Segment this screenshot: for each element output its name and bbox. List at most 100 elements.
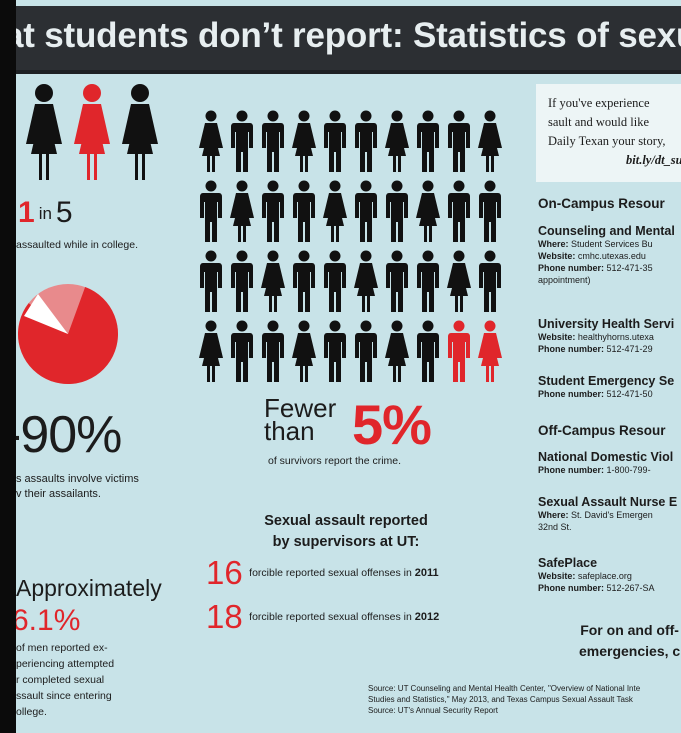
field-key: Website:: [538, 251, 576, 261]
person-icon: [355, 110, 377, 172]
person-icon: [478, 110, 502, 172]
person-icon: [262, 320, 284, 382]
resource-ndv: National Domestic Viol Phone number: 1-8…: [538, 450, 681, 476]
source-line: Source: UT Counseling and Mental Health …: [368, 684, 641, 693]
person-icon: [199, 110, 223, 172]
ratio-caption: assaulted while in college.: [16, 239, 138, 251]
person-icon: [293, 180, 315, 242]
story-link[interactable]: bit.ly/dt_su: [626, 153, 681, 167]
resource-sem: Student Emergency Se Phone number: 512-4…: [538, 374, 681, 400]
person-icon: [417, 320, 439, 382]
percent-90-caption-line: v their assailants.: [16, 488, 101, 500]
resource-line: Phone number: 1-800-799-: [538, 464, 681, 476]
figure-woman-red-icon: [74, 84, 110, 180]
field-value: 512-471-35: [606, 263, 653, 273]
figure-woman-dark-2-icon: [122, 84, 158, 180]
person-icon: [479, 250, 501, 312]
stat-text: forcible reported sexual offenses in 201…: [249, 567, 438, 579]
person-icon: [355, 180, 377, 242]
resource-uhs: University Health Servi Website: healthy…: [538, 317, 681, 355]
fewer-caption: of survivors report the crime.: [268, 455, 402, 467]
resource-title: Sexual Assault Nurse E: [538, 495, 678, 509]
person-icon: [324, 250, 346, 312]
people-grid: [199, 110, 502, 382]
pie-highlight: [24, 294, 68, 334]
person-icon: [448, 110, 470, 172]
five-percent: 5%: [352, 393, 432, 456]
field-key: Phone number:: [538, 389, 605, 399]
stat-number: 16: [206, 554, 243, 591]
field-value: Student Services Bu: [571, 239, 653, 249]
resource-sane: Sexual Assault Nurse E Where: St. David'…: [538, 495, 681, 533]
person-icon: [385, 110, 409, 172]
resource-line: Where: Student Services Bu: [538, 238, 681, 250]
resource-title: University Health Servi: [538, 317, 675, 331]
approximately-label: Approximately: [16, 575, 162, 601]
percent-90-caption-line: s assaults involve victims: [16, 473, 139, 485]
field-value: 512-471-50: [606, 389, 653, 399]
source-line: Studies and Statistics," May 2013, and T…: [368, 695, 633, 704]
resource-title: Counseling and Mental: [538, 224, 675, 238]
person-red-icon: [478, 320, 502, 382]
field-key: Website:: [538, 571, 576, 581]
caption-line: ssault since entering: [16, 690, 112, 702]
field-key: Where:: [538, 510, 569, 520]
field-value[interactable]: cmhc.utexas.edu: [577, 251, 646, 261]
person-icon: [417, 110, 439, 172]
resource-line: appointment): [538, 275, 591, 285]
person-icon: [355, 320, 377, 382]
ratio-numerator: 1: [18, 196, 35, 229]
person-icon: [479, 180, 501, 242]
field-value[interactable]: safeplace.org: [577, 571, 632, 581]
stat-desc: forcible reported sexual offenses in: [249, 567, 412, 579]
resource-line: Website: healthyhorns.utexa: [538, 331, 681, 343]
resource-line: Website: cmhc.utexas.edu: [538, 250, 681, 262]
resource-title: Student Emergency Se: [538, 374, 675, 388]
stat-text: forcible reported sexual offenses in 201…: [249, 611, 439, 623]
resource-counseling: Counseling and Mental Where: Student Ser…: [538, 224, 681, 286]
stat-desc: forcible reported sexual offenses in: [249, 611, 412, 623]
person-icon: [324, 320, 346, 382]
on-campus-heading: On-Campus Resour: [538, 196, 665, 211]
person-icon: [354, 250, 378, 312]
person-red-icon: [448, 320, 470, 382]
emergencies-line: For on and off-: [580, 622, 679, 638]
off-campus-heading: Off-Campus Resour: [538, 423, 666, 438]
resource-line: 32nd St.: [538, 522, 572, 532]
story-line: If you've experience: [548, 96, 650, 110]
person-icon: [448, 180, 470, 242]
field-key: Phone number:: [538, 465, 605, 475]
person-icon: [292, 320, 316, 382]
field-key: Website:: [538, 332, 576, 342]
pie-slice-main: [18, 287, 118, 384]
infographic-title: at students don’t report: Statistics of …: [16, 16, 681, 55]
person-icon: [417, 250, 439, 312]
field-key: Phone number:: [538, 583, 605, 593]
person-icon: [231, 110, 253, 172]
resource-title: National Domestic Viol: [538, 450, 674, 464]
person-icon: [200, 180, 222, 242]
ratio-text: 1 in 5: [18, 196, 73, 230]
resource-title: SafePlace: [538, 556, 598, 570]
title-band: at students don’t report: Statistics of …: [16, 6, 681, 70]
field-value: 512-267-SA: [606, 583, 655, 593]
person-icon: [230, 180, 254, 242]
figure-woman-dark-1-icon: [26, 84, 62, 180]
stat-number: 18: [206, 598, 243, 635]
on-campus-heading-block: On-Campus Resour: [538, 196, 681, 211]
ratio-in: in: [38, 204, 52, 224]
resource-safeplace: SafePlace Website: safeplace.org Phone n…: [538, 556, 681, 594]
field-value[interactable]: healthyhorns.utexa: [577, 332, 654, 342]
field-key: Phone number:: [538, 263, 605, 273]
story-line: sault and would like: [548, 115, 650, 129]
story-line: Daily Texan your story,: [548, 134, 666, 148]
stat-row-2011: 16 forcible reported sexual offenses in …: [206, 554, 439, 592]
field-key: Where:: [538, 239, 569, 249]
person-icon: [447, 250, 471, 312]
than-word: than: [264, 416, 315, 446]
person-icon: [231, 250, 253, 312]
person-icon: [292, 110, 316, 172]
person-icon: [324, 110, 346, 172]
source-line: Source: UT's Annual Security Report: [368, 706, 499, 715]
caption-line: ollege.: [16, 706, 47, 718]
